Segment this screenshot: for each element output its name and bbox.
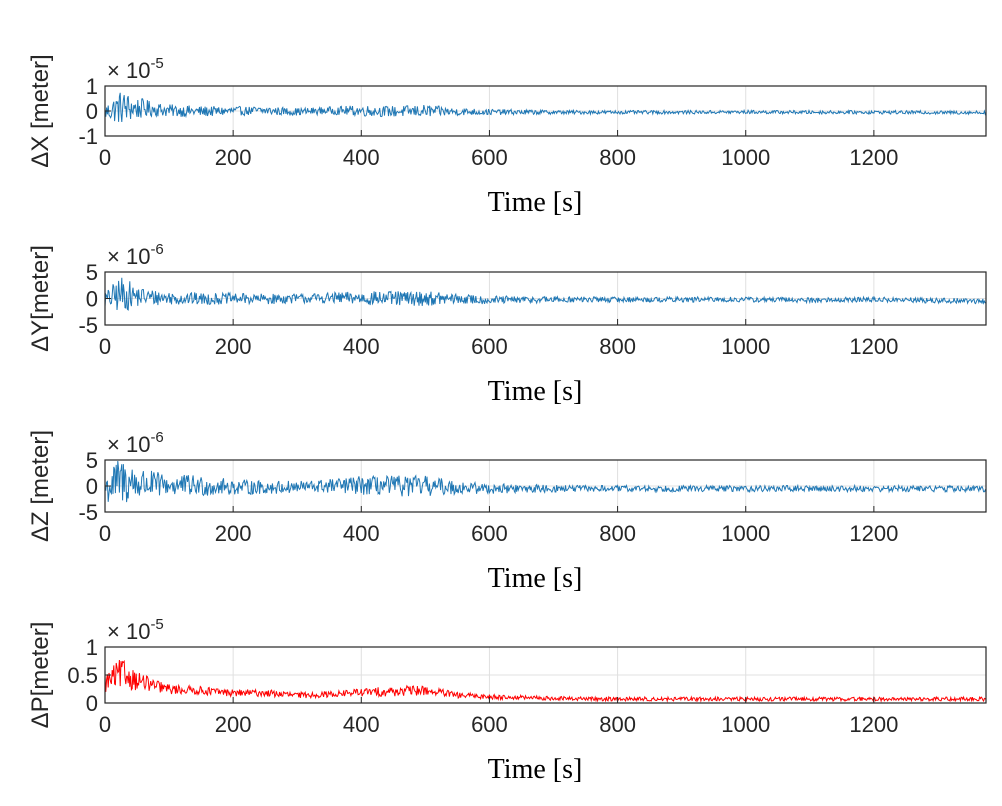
panel-3: 0 200 400 600 800 1000 1200-505× 10-6ΔZ [meter… (27, 429, 987, 594)
series-line (104, 92, 987, 123)
x-tick-label: 600 (471, 334, 508, 359)
y-tick-label: -5 (78, 500, 98, 525)
y-tick-label: 1 (86, 74, 98, 99)
x-tick-label: 600 (471, 712, 508, 737)
x-tick-label: 200 (215, 145, 252, 170)
y-axis-label: ΔP[meter] (27, 622, 54, 729)
x-tick-label: 1200 (849, 521, 898, 546)
x-axis-label: Time [s] (488, 563, 583, 594)
x-axis-label: Time [s] (488, 754, 583, 785)
y-tick-label: -5 (78, 313, 98, 338)
x-tick-label: 1000 (721, 145, 770, 170)
y-axis-label: ΔY[meter] (27, 245, 54, 352)
y-tick-label: 0 (86, 691, 98, 716)
x-tick-label: 600 (471, 145, 508, 170)
x-axis-label: Time [s] (488, 187, 583, 218)
x-tick-label: 400 (343, 712, 380, 737)
y-tick-label: 0.5 (67, 663, 98, 688)
x-tick-label: 200 (215, 712, 252, 737)
y-exponent-label: × 10-5 (107, 55, 164, 83)
y-tick-label: 0 (86, 474, 98, 499)
x-tick-label: 1000 (721, 334, 770, 359)
y-tick-label: 0 (86, 99, 98, 124)
y-tick-label: 1 (86, 635, 98, 660)
x-tick-label: 400 (343, 334, 380, 359)
x-tick-label: 1200 (849, 334, 898, 359)
x-tick-label: 1000 (721, 712, 770, 737)
x-axis-label: Time [s] (488, 376, 583, 407)
x-tick-label: 800 (599, 521, 636, 546)
x-tick-label: 0 (99, 521, 111, 546)
series-line (104, 659, 987, 703)
x-tick-label: 600 (471, 521, 508, 546)
panel-2: 0 200 400 600 800 1000 1200-505× 10-6ΔY[meter]… (27, 241, 987, 407)
y-tick-label: 5 (86, 260, 98, 285)
x-tick-label: 0 (99, 334, 111, 359)
y-axis-label: ΔZ [meter] (27, 430, 54, 542)
x-tick-label: 400 (343, 521, 380, 546)
x-tick-label: 200 (215, 521, 252, 546)
y-exponent-label: × 10-5 (107, 616, 164, 644)
x-tick-label: 800 (599, 145, 636, 170)
x-tick-label: 1200 (849, 145, 898, 170)
y-tick-label: -1 (78, 124, 98, 149)
y-axis-label: ΔX [meter] (27, 54, 54, 167)
y-exponent-label: × 10-6 (107, 429, 164, 457)
x-tick-label: 800 (599, 334, 636, 359)
series-line (104, 277, 987, 311)
x-tick-label: 800 (599, 712, 636, 737)
y-exponent-label: × 10-6 (107, 241, 164, 269)
x-tick-label: 200 (215, 334, 252, 359)
x-tick-label: 0 (99, 145, 111, 170)
y-tick-label: 5 (86, 448, 98, 473)
x-tick-label: 0 (99, 712, 111, 737)
series-line (104, 460, 987, 503)
x-tick-label: 400 (343, 145, 380, 170)
x-tick-label: 1200 (849, 712, 898, 737)
y-tick-label: 0 (86, 287, 98, 312)
x-tick-label: 1000 (721, 521, 770, 546)
panel-1: 0 200 400 600 800 1000 1200-101× 10-5ΔX [meter… (27, 54, 987, 218)
